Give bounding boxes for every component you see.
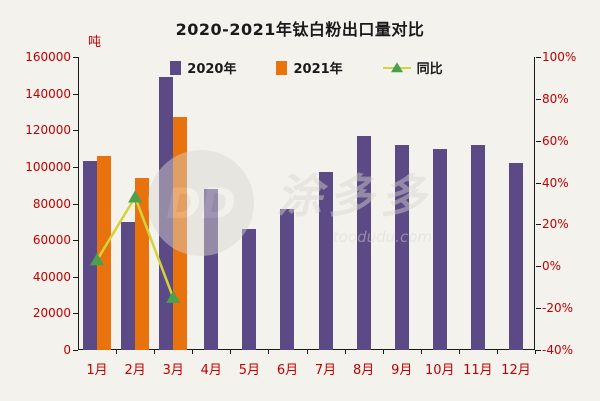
right-axis-tick xyxy=(536,140,541,142)
left-axis-tick xyxy=(73,240,78,242)
bar-2020年-7月 xyxy=(318,172,333,350)
legend-label: 2020年 xyxy=(187,62,237,77)
left-axis-tick-label: 160000 xyxy=(25,50,71,64)
right-axis-tick xyxy=(536,350,541,351)
bar-2020年-3月 xyxy=(159,77,174,350)
left-axis-tick-label: 40000 xyxy=(32,269,71,284)
right-axis-tick-label: -40% xyxy=(542,343,574,357)
right-axis-tick-label: 40% xyxy=(542,175,569,190)
right-axis-tick xyxy=(536,57,541,58)
legend-bar-swatch xyxy=(276,60,288,75)
left-axis-tick xyxy=(73,166,78,168)
x-axis-tick-label: 11月 xyxy=(463,363,493,378)
x-axis-tick-label: 3月 xyxy=(162,363,184,378)
bar-2020年-5月 xyxy=(242,229,257,350)
left-axis-tick xyxy=(73,203,78,205)
right-axis-tick-label: 0% xyxy=(542,259,562,274)
x-axis-tick xyxy=(344,350,346,354)
right-axis-tick-label: 60% xyxy=(542,133,569,148)
x-axis-tick xyxy=(535,350,536,354)
bar-2020年-10月 xyxy=(432,148,447,350)
x-axis-tick-label: 12月 xyxy=(501,363,531,378)
right-axis-tick-label: 80% xyxy=(542,91,569,106)
x-axis-tick xyxy=(116,350,118,354)
right-axis-tick xyxy=(536,182,541,184)
right-axis-tick-label: 20% xyxy=(542,217,569,232)
bar-2021年-1月 xyxy=(97,155,112,350)
bar-2020年-12月 xyxy=(508,163,523,350)
left-axis-tick-label: 20000 xyxy=(32,306,71,321)
legend-bar-swatch xyxy=(170,60,182,75)
bar-2020年-11月 xyxy=(470,144,485,350)
x-axis-tick xyxy=(458,350,460,354)
right-axis-tick xyxy=(536,308,541,310)
bar-2020年-6月 xyxy=(280,208,295,350)
x-axis-tick xyxy=(306,350,308,354)
legend-label: 2021年 xyxy=(293,62,343,77)
legend-item-2020年: 2020年 xyxy=(170,58,236,77)
bar-2021年-3月 xyxy=(173,117,188,350)
x-axis-tick xyxy=(420,350,422,354)
chart-title: 2020-2021年钛白粉出口量对比 xyxy=(175,20,425,39)
left-axis-tick xyxy=(73,313,78,315)
legend-item-同比: 同比 xyxy=(382,58,443,77)
x-axis-tick-label: 5月 xyxy=(238,363,261,378)
left-axis-tick-label: 80000 xyxy=(32,196,71,211)
bar-2020年-4月 xyxy=(204,188,219,350)
legend-label: 同比 xyxy=(416,62,443,77)
x-axis-tick-label: 10月 xyxy=(425,363,455,378)
left-axis-tick xyxy=(73,350,78,351)
x-axis-tick xyxy=(230,350,232,354)
bar-2020年-2月 xyxy=(121,221,136,350)
bar-2020年-1月 xyxy=(83,161,98,350)
legend-item-2021年: 2021年 xyxy=(276,58,343,77)
legend-triangle-marker-icon xyxy=(390,61,403,72)
left-axis-unit-label: 吨 xyxy=(88,35,102,50)
right-axis-tick xyxy=(536,224,541,226)
chart-legend: 2020年 2021年 同比 xyxy=(78,58,535,77)
x-axis-tick-label: 1月 xyxy=(86,363,108,378)
right-axis-tick xyxy=(536,266,541,268)
left-axis-tick-label: 120000 xyxy=(25,123,71,138)
x-axis-tick xyxy=(496,350,498,354)
x-axis-tick xyxy=(382,350,384,354)
x-axis-tick xyxy=(268,350,270,354)
left-axis-tick xyxy=(73,57,78,58)
left-axis-tick-label: 140000 xyxy=(25,86,71,101)
legend-line-swatch xyxy=(382,61,411,72)
x-axis-tick-label: 9月 xyxy=(391,363,413,378)
right-axis-tick-label: 100% xyxy=(542,50,577,64)
x-axis-tick-label: 4月 xyxy=(200,363,222,378)
bar-2020年-8月 xyxy=(356,135,371,350)
x-axis-tick-label: 8月 xyxy=(352,363,375,378)
plot-area xyxy=(78,57,535,350)
left-axis-tick-label: 60000 xyxy=(32,233,71,248)
bar-2021年-2月 xyxy=(135,177,150,350)
right-axis-tick xyxy=(536,98,541,100)
left-axis-tick-label: 0 xyxy=(63,343,71,357)
left-axis-tick xyxy=(73,276,78,278)
bar-2020年-9月 xyxy=(394,144,409,350)
x-axis-tick-label: 6月 xyxy=(276,363,299,378)
left-axis-tick xyxy=(73,130,78,132)
x-axis-tick xyxy=(192,350,194,354)
left-axis-tick xyxy=(73,93,78,95)
x-axis-tick xyxy=(154,350,156,354)
right-axis-tick-label: -20% xyxy=(542,301,574,316)
left-axis-tick-label: 100000 xyxy=(25,159,71,174)
x-axis-tick-label: 7月 xyxy=(314,363,337,378)
x-axis-tick-label: 2月 xyxy=(124,363,146,378)
